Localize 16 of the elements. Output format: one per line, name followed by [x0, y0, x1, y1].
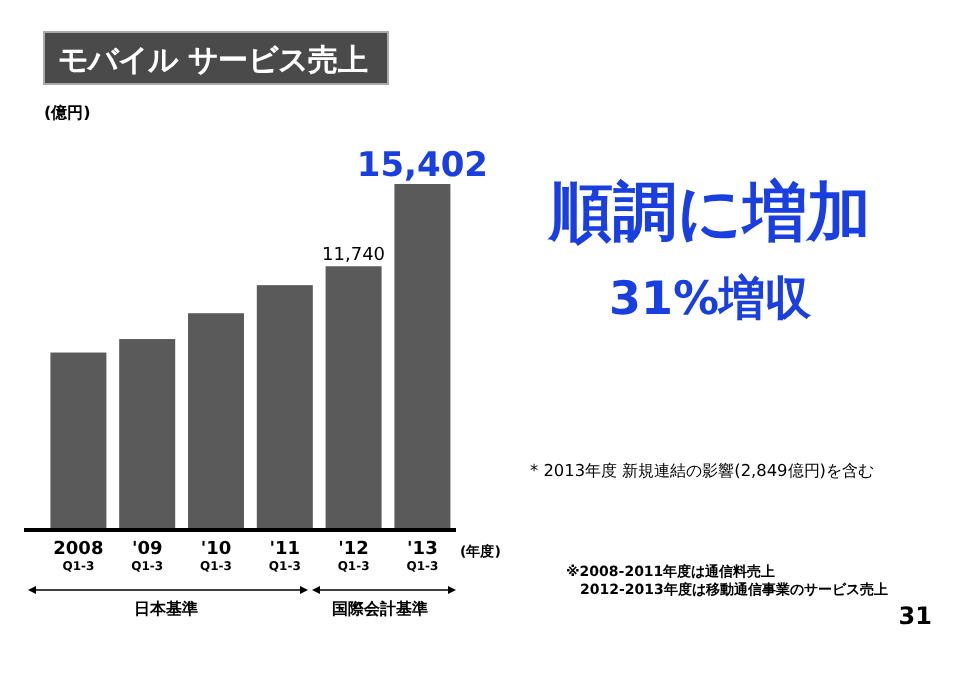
- data-label: 11,740: [322, 246, 386, 267]
- bar: [394, 184, 451, 530]
- text: 31%増収: [608, 272, 814, 326]
- bar: [256, 285, 313, 530]
- bar: [188, 313, 244, 530]
- text: 日本基準: [134, 600, 198, 618]
- bar: [50, 352, 107, 530]
- y-axis-title: (億円): [44, 104, 91, 122]
- text: 順調に増加: [547, 174, 871, 250]
- data-label: 15,402: [356, 146, 489, 186]
- text: 国際会計基準: [332, 600, 428, 618]
- chart-title: モバイル サービス売上: [58, 42, 369, 78]
- text: * 2013年度 新規連結の影響(2,849億円)を含む: [530, 460, 874, 480]
- bar: [325, 266, 382, 530]
- text: 31: [898, 602, 932, 630]
- bar: [119, 339, 176, 530]
